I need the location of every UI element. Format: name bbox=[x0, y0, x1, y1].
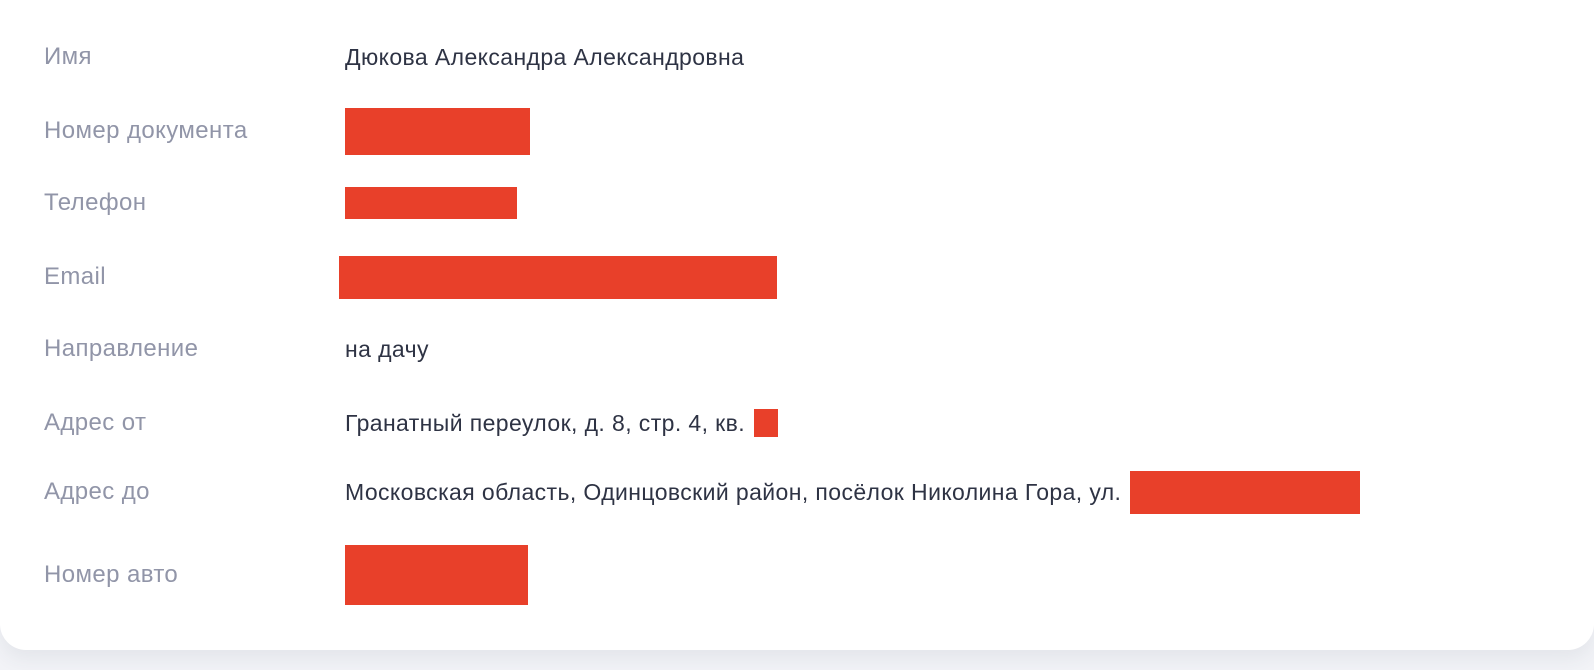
field-value-document-number bbox=[345, 107, 530, 155]
field-label-car-number: Номер авто bbox=[44, 561, 179, 588]
redacted-value-block bbox=[1130, 470, 1361, 514]
field-label-email: Email bbox=[44, 263, 107, 290]
field-row-name: Имя Дюкова Александра Александровна bbox=[0, 33, 1594, 81]
redacted-value-block bbox=[754, 409, 779, 437]
value-text: на дачу bbox=[345, 335, 429, 362]
redacted-value-block bbox=[339, 255, 777, 299]
field-row-car-number: Номер авто bbox=[0, 545, 1594, 605]
value-text: Московская область, Одинцовский район, п… bbox=[345, 478, 1122, 505]
field-label-name: Имя bbox=[44, 43, 92, 70]
field-row-address-to: Адрес до Московская область, Одинцовский… bbox=[0, 468, 1594, 516]
field-row-direction: Направление на дачу bbox=[0, 325, 1594, 373]
field-label-phone: Телефон bbox=[44, 189, 147, 216]
field-row-document-number: Номер документа bbox=[0, 107, 1594, 155]
redacted-value-block bbox=[345, 107, 530, 155]
field-value-direction: на дачу bbox=[345, 336, 429, 363]
field-label-address-from: Адрес от bbox=[44, 409, 147, 436]
value-text: Дюкова Александра Александровна bbox=[345, 43, 745, 70]
field-label-direction: Направление bbox=[44, 335, 199, 362]
field-label-address-to: Адрес до bbox=[44, 478, 150, 505]
redacted-value-block bbox=[345, 545, 528, 605]
field-value-phone bbox=[345, 187, 517, 219]
field-row-address-from: Адрес от Гранатный переулок, д. 8, стр. … bbox=[0, 399, 1594, 447]
field-label-document-number: Номер документа bbox=[44, 117, 248, 144]
field-value-email bbox=[339, 255, 777, 299]
value-text: Гранатный переулок, д. 8, стр. 4, кв. bbox=[345, 409, 746, 436]
field-row-phone: Телефон bbox=[0, 179, 1594, 227]
field-value-name: Дюкова Александра Александровна bbox=[345, 44, 744, 71]
field-value-address-to: Московская область, Одинцовский район, п… bbox=[345, 470, 1361, 514]
field-value-address-from: Гранатный переулок, д. 8, стр. 4, кв. bbox=[345, 409, 779, 437]
field-value-car-number bbox=[345, 545, 528, 605]
field-row-email: Email bbox=[0, 253, 1594, 301]
redacted-value-block bbox=[345, 187, 517, 219]
details-card: Имя Дюкова Александра Александровна Номе… bbox=[0, 0, 1594, 650]
